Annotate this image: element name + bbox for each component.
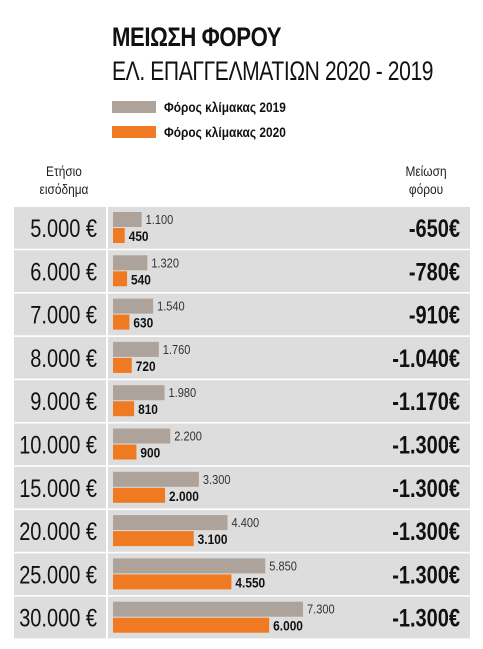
tax-reduction-value: -1.300€ <box>392 518 460 546</box>
tax-reduction-value: -1.300€ <box>392 475 460 503</box>
legend-label-2020: Φόρος κλίμακας 2020 <box>164 124 286 140</box>
chart-subtitle: ΕΛ. ΕΠΑΓΓΕΛΜΑΤΙΩΝ 2020 - 2019 <box>112 56 434 86</box>
data-label-2020: 900 <box>140 445 160 461</box>
bar-2020 <box>113 617 270 633</box>
tax-reduction-value: -1.300€ <box>392 561 460 589</box>
tax-reduction-value: -910€ <box>409 302 460 330</box>
data-label-2019: 7.300 <box>307 602 335 617</box>
data-label-2020: 6.000 <box>273 618 303 634</box>
legend-item-2019: Φόρος κλίμακας 2019 <box>112 98 307 116</box>
reduction-column-header: Μείωση φόρου <box>395 162 456 198</box>
legend-item-2020: Φόρος κλίμακας 2020 <box>112 123 307 141</box>
bar-2019 <box>113 385 165 401</box>
income-column-header: Ετήσιο εισόδημα <box>28 162 99 198</box>
bar-2020 <box>113 228 125 243</box>
bar-2019 <box>113 515 228 531</box>
data-label-2020: 810 <box>138 401 158 417</box>
data-label-2019: 1.100 <box>146 212 174 227</box>
tax-reduction-value: -1.170€ <box>392 388 460 416</box>
bar-2019 <box>113 601 303 617</box>
legend-swatch-2019 <box>112 101 156 113</box>
tax-reduction-value: -1.040€ <box>392 345 460 373</box>
income-category-label: 6.000 € <box>30 258 97 286</box>
table-row-bg <box>14 293 470 336</box>
data-label-2019: 1.540 <box>157 299 185 314</box>
bar-2019 <box>113 558 266 574</box>
data-label-2019: 4.400 <box>232 515 260 530</box>
data-label-2020: 3.100 <box>198 531 228 547</box>
bar-2020 <box>113 487 166 503</box>
table-row-bg <box>14 250 470 292</box>
data-label-2019: 1.980 <box>169 385 197 400</box>
bar-2019 <box>113 341 159 357</box>
income-category-label: 25.000 € <box>19 561 97 589</box>
income-category-label: 8.000 € <box>30 345 97 373</box>
data-label-2020: 4.550 <box>235 574 265 590</box>
data-label-2019: 2.200 <box>174 429 202 444</box>
legend-label-2019: Φόρος κλίμακας 2019 <box>164 99 286 115</box>
data-label-2020: 2.000 <box>169 488 199 504</box>
bar-2020 <box>113 401 135 417</box>
legend-swatch-2020 <box>112 126 156 138</box>
bar-2019 <box>113 428 171 444</box>
table-row-bg <box>14 510 470 552</box>
data-label-2019: 1.760 <box>163 342 191 357</box>
bar-2020 <box>113 357 132 373</box>
bar-2020 <box>113 531 194 547</box>
income-category-label: 5.000 € <box>30 215 97 243</box>
data-label-2020: 630 <box>133 315 153 331</box>
table-row-bg <box>14 423 470 466</box>
tax-reduction-value: -650€ <box>409 215 460 243</box>
bar-2019 <box>113 255 148 271</box>
data-label-2019: 5.850 <box>269 559 297 574</box>
table-row-bg <box>14 466 470 509</box>
data-label-2020: 450 <box>129 228 149 244</box>
bar-2020 <box>113 271 128 287</box>
bar-2019 <box>113 298 154 314</box>
bar-2020 <box>113 314 130 330</box>
income-header-line-1: Ετήσιο <box>46 163 82 179</box>
reduction-header-line-1: Μείωση <box>405 163 447 179</box>
tax-reduction-value: -780€ <box>409 258 460 286</box>
income-category-label: 10.000 € <box>19 431 97 459</box>
data-label-2020: 720 <box>136 358 156 374</box>
table-row-bg <box>14 380 470 422</box>
table-row-bg <box>14 207 470 249</box>
income-category-label: 7.000 € <box>30 302 97 330</box>
table-row-bg <box>14 336 470 379</box>
income-category-label: 20.000 € <box>19 518 97 546</box>
reduction-header-line-2: φόρου <box>408 181 444 197</box>
data-label-2020: 540 <box>131 271 151 287</box>
tax-reduction-value: -1.300€ <box>392 605 460 633</box>
income-category-label: 30.000 € <box>19 605 97 633</box>
chart-title: ΜΕΙΩΣΗ ΦΟΡΟΥ <box>112 22 282 52</box>
data-label-2019: 1.320 <box>151 255 179 270</box>
tax-reduction-value: -1.300€ <box>392 431 460 459</box>
bar-2020 <box>113 574 232 590</box>
income-category-label: 15.000 € <box>19 475 97 503</box>
bar-2019 <box>113 471 199 487</box>
data-label-2019: 3.300 <box>203 472 231 487</box>
bar-2019 <box>113 212 142 227</box>
income-header-line-2: εισόδημα <box>39 181 89 197</box>
bar-2020 <box>113 444 137 460</box>
income-category-label: 9.000 € <box>30 388 97 416</box>
